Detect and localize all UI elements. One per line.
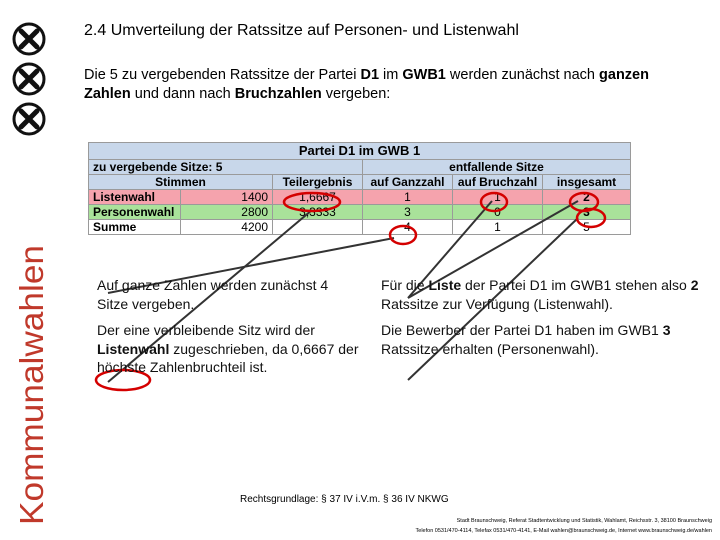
- text-part: Ratssitze zur Verfügung (Listenwahl).: [381, 295, 613, 312]
- seat-distribution-table: Partei D1 im GWB 1 zu vergebende Sitze: …: [88, 142, 631, 235]
- intro-party: D1: [360, 67, 380, 83]
- text-part: Für die: [381, 277, 429, 293]
- highlight-circle: [575, 207, 607, 229]
- vertical-title-text: Kommunalwahlen: [13, 245, 50, 525]
- highlight-circle: [94, 368, 152, 392]
- intro-text: Die 5 zu vergebenden Ratssitze der Parte…: [84, 66, 684, 104]
- highlight-circle: [388, 224, 418, 246]
- row-label: Listenwahl: [88, 189, 181, 205]
- text-bold: Listenwahl: [97, 340, 170, 357]
- row-votes: 4200: [180, 219, 273, 235]
- text-part: Ratssitze erhalten (Personenwahl).: [381, 340, 599, 357]
- highlight-circle: [282, 191, 342, 213]
- sidebar: Kommunalwahlen: [0, 0, 58, 540]
- intro-fractions: Bruchzahlen: [234, 86, 322, 102]
- footer-address: Stadt Braunschweig, Referat Stadtentwick…: [456, 518, 712, 524]
- connector-line: [107, 209, 313, 383]
- table-header-row: zu vergebende Sitze: 5 entfallende Sitze: [88, 159, 631, 175]
- text-part: der Partei D1 im GWB1 stehen also: [461, 277, 691, 293]
- header-integer: auf Ganzzahl: [362, 174, 453, 190]
- intro-part: im: [379, 67, 403, 83]
- row-fraction: 0: [452, 204, 543, 220]
- x-circle-icon: [12, 102, 46, 136]
- text-part: zugeschrieben, da 0,6667 der höchste Zah…: [97, 340, 359, 376]
- right-explanation: Für die Liste der Partei D1 im GWB1 steh…: [381, 276, 701, 366]
- text-part: Die Bewerber der Partei D1 haben im GWB1: [381, 322, 663, 338]
- footer-contact: Telefon 0531/470-4114, Telefax 0531/470-…: [415, 528, 712, 534]
- legal-basis: Rechtsgrundlage: § 37 IV i.V.m. § 36 IV …: [240, 494, 449, 505]
- x-circle-icon: [12, 22, 46, 56]
- vertical-title: Kommunalwahlen: [13, 245, 50, 525]
- connector-line: [407, 200, 579, 299]
- group-header: entfallende Sitze: [362, 159, 631, 175]
- highlight-circle: [479, 191, 509, 213]
- row-votes: 1400: [180, 189, 273, 205]
- connector-line: [107, 237, 395, 294]
- intro-district: GWB1: [402, 67, 446, 83]
- right-paragraph-1: Für die Liste der Partei D1 im GWB1 steh…: [381, 276, 701, 313]
- text-bold: Liste: [428, 277, 462, 293]
- intro-part: werden zunächst nach: [445, 67, 600, 83]
- left-explanation: Auf ganze Zahlen werden zunächst 4 Sitze…: [97, 276, 362, 385]
- row-label: Summe: [88, 219, 181, 235]
- intro-part: und dann nach: [130, 86, 235, 102]
- table-row: Listenwahl 1400 1,6667 1 1 2: [88, 189, 631, 205]
- text-bold: 3: [662, 322, 671, 338]
- slide-title: 2.4 Umverteilung der Ratssitze auf Perso…: [84, 22, 519, 39]
- text-part: Der eine verbleibende Sitz wird der: [97, 322, 315, 338]
- table-column-headers: Stimmen Teilergebnis auf Ganzzahl auf Br…: [88, 174, 631, 190]
- connector-line: [407, 200, 493, 299]
- row-votes: 2800: [180, 204, 273, 220]
- header-votes: Stimmen: [88, 174, 273, 190]
- intro-part: Die 5 zu vergebenden Ratssitze der Parte…: [84, 67, 361, 83]
- intro-integers: ganzen Zahlen: [84, 67, 649, 102]
- intro-part: vergeben:: [321, 86, 391, 102]
- left-paragraph-2: Der eine verbleibende Sitz wird der List…: [97, 321, 362, 377]
- row-fraction: 1: [452, 219, 543, 235]
- left-paragraph-1: Auf ganze Zahlen werden zunächst 4 Sitze…: [97, 277, 329, 312]
- text-bold: 2: [690, 277, 699, 293]
- connector-line: [407, 217, 579, 381]
- right-paragraph-2: Die Bewerber der Partei D1 haben im GWB1…: [381, 321, 701, 358]
- x-circle-icon: [12, 62, 46, 96]
